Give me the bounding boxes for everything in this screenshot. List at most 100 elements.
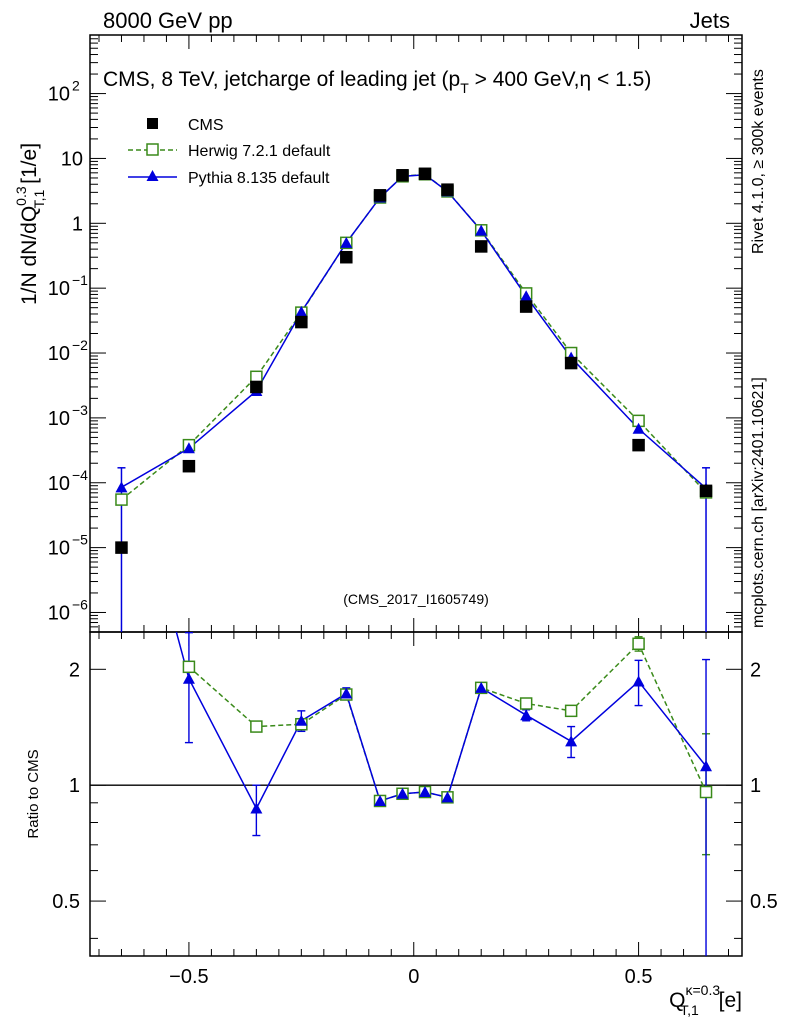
cms-point <box>182 459 196 473</box>
rivet-label: Rivet 4.1.0, ≥ 300k events <box>750 69 767 254</box>
ratio-pythia-point <box>565 735 578 747</box>
ylabel-sub: T,1 <box>31 189 47 208</box>
ratio-pythia-point <box>374 794 387 806</box>
cms-point <box>441 183 454 196</box>
xlabel-sup: κ=0.3 <box>685 982 720 998</box>
ratio-pythia-point <box>700 760 713 772</box>
ratio-pythia-point <box>250 802 263 814</box>
xlabel-main: Q <box>669 989 685 1012</box>
ylabel-main: 1/N dN/dQ <box>18 206 41 305</box>
title-suffix: > 400 GeV,η < 1.5) <box>469 68 652 91</box>
ratio-pythia-point <box>475 681 488 693</box>
pythia-line <box>121 174 707 489</box>
legend-cms-marker <box>147 118 158 129</box>
ratio-pythia-point <box>520 709 533 721</box>
y-tick-label: 1 <box>72 213 83 235</box>
ylabel-sup: 0.3 <box>13 186 29 206</box>
cms-point <box>250 380 263 394</box>
x-axis-label: Qκ=0.3 T,1 [e] <box>669 982 742 1018</box>
cms-point <box>474 240 488 253</box>
y-tick-exponent: −2 <box>72 337 88 353</box>
herwig-point <box>250 370 263 384</box>
ratio-y-tick-label-right: 1 <box>750 775 761 797</box>
herwig-line <box>121 173 707 501</box>
ratio-series-layer <box>115 421 713 956</box>
cms-point <box>295 315 308 329</box>
pythia-point <box>340 236 353 248</box>
legend-cms-label: CMS <box>188 117 224 134</box>
ratio-herwig-point <box>519 697 533 710</box>
legend-herwig-marker <box>146 143 159 156</box>
ratio-herwig-line <box>188 642 707 802</box>
svg-text:1/N dN/dQ0.3T,1 [1/e]: 1/N dN/dQ0.3 T,1 [1/e] <box>13 143 47 305</box>
y-tick-label: 10 <box>48 408 70 430</box>
y-tick-exponent: −6 <box>72 596 88 612</box>
xlabel-sub: T,1 <box>680 1002 699 1018</box>
ratio-pythia-point <box>418 786 431 798</box>
ratio-pythia-point <box>441 791 454 803</box>
ratio-herwig-point <box>182 660 196 674</box>
pythia-point <box>182 442 195 454</box>
ratio-axis-ticks <box>90 632 742 956</box>
pythia-point <box>475 224 488 236</box>
pythia-point <box>115 481 128 493</box>
x-tick-label: −0.5 <box>169 966 208 988</box>
cms-point <box>340 250 353 264</box>
main-series-layer <box>115 167 713 632</box>
ratio-y-tick-label-left: 0.5 <box>52 891 80 913</box>
y-tick-label: 10 <box>48 602 70 624</box>
ratio-pythia-point <box>182 672 195 684</box>
ratio-pythia-point <box>396 787 409 799</box>
ratio-herwig-point <box>250 720 263 733</box>
legend-pythia-marker <box>146 170 159 181</box>
pythia-point <box>520 290 533 302</box>
ratio-y-tick-label-left: 2 <box>69 659 80 681</box>
cms-point <box>699 484 713 498</box>
cms-point <box>373 189 387 202</box>
x-tick-label: 0.5 <box>625 966 653 988</box>
x-tick-label: 0 <box>408 966 419 988</box>
ratio-pythia-point <box>632 675 645 687</box>
cms-point <box>632 438 645 452</box>
legend: CMS Herwig 7.2.1 default Pythia 8.135 de… <box>128 117 331 187</box>
ratio-herwig-point <box>699 785 713 799</box>
main-ylabel: 1/N dN/dQ0.3 T,1 [1/e] <box>13 143 47 305</box>
ratio-y-tick-label-right: 2 <box>750 659 761 681</box>
pythia-point <box>632 422 645 434</box>
legend-herwig-label: Herwig 7.2.1 default <box>188 143 331 160</box>
y-tick-label: 10 <box>61 148 83 170</box>
ratio-ylabel: Ratio to CMS <box>25 749 42 838</box>
cms-point <box>115 541 128 554</box>
ylabel-unit: [1/e] <box>18 143 41 190</box>
analysis-watermark: (CMS_2017_I1605749) <box>343 591 489 607</box>
y-tick-exponent: −1 <box>72 272 88 288</box>
xlabel-unit: [e] <box>713 989 742 1012</box>
ratio-herwig-point <box>564 704 578 718</box>
main-axis-ticks <box>90 34 742 633</box>
ratio-pythia-point <box>115 421 127 432</box>
y-tick-label: 10 <box>48 538 70 560</box>
y-tick-exponent: −5 <box>72 532 88 548</box>
herwig-point <box>115 493 128 506</box>
ratio-pythia-point <box>295 714 308 726</box>
y-tick-exponent: 2 <box>72 78 80 94</box>
main-title: CMS, 8 TeV, jetcharge of leading jet (pT… <box>103 68 651 96</box>
title-prefix: CMS, 8 TeV, jetcharge of leading jet (p <box>103 68 460 91</box>
y-tick-exponent: −3 <box>72 402 88 418</box>
cms-point <box>418 167 432 181</box>
header-right: Jets <box>690 8 730 33</box>
pythia-point <box>295 305 308 317</box>
y-tick-label: 10 <box>48 473 70 495</box>
ratio-y-tick-label-left: 1 <box>69 775 80 797</box>
legend-pythia-label: Pythia 8.135 default <box>188 170 330 187</box>
y-tick-label: 10 <box>48 343 70 365</box>
ratio-pythia-line <box>175 632 707 811</box>
y-tick-label: 10 <box>48 278 70 300</box>
header-left: 8000 GeV pp <box>103 8 233 33</box>
title-sub: T <box>460 80 469 96</box>
ratio-pythia-point <box>340 687 353 699</box>
mcplots-label: mcplots.cern.ch [arXiv:2401.10621] <box>750 377 767 628</box>
cms-point <box>396 169 409 182</box>
